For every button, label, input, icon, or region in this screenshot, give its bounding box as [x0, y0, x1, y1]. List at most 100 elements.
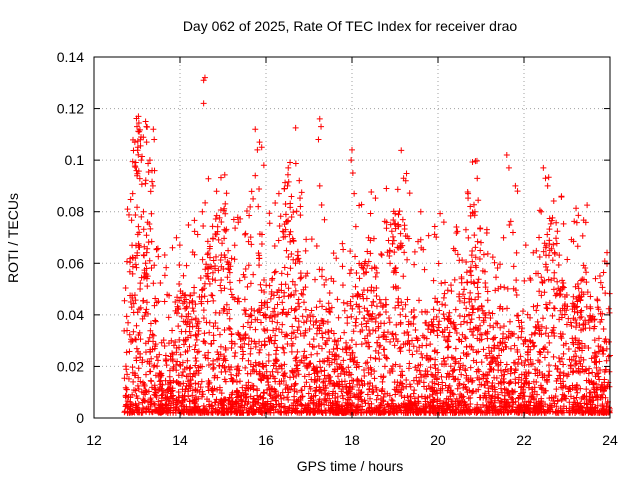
data-point [477, 394, 484, 401]
data-point [469, 209, 476, 216]
data-point [129, 158, 136, 165]
data-point [475, 326, 482, 333]
data-point [151, 262, 158, 269]
data-point [524, 356, 531, 363]
data-point [174, 358, 181, 365]
data-point [413, 348, 420, 355]
data-point [412, 409, 419, 416]
data-point [513, 277, 520, 284]
data-point [579, 232, 586, 239]
data-point [335, 353, 342, 360]
data-point [143, 388, 150, 395]
data-point [348, 266, 355, 273]
data-point [141, 252, 148, 259]
data-point [570, 401, 577, 408]
data-point [326, 409, 333, 416]
data-point [137, 378, 144, 385]
data-point [252, 172, 259, 179]
data-point [134, 138, 141, 145]
data-point [216, 362, 223, 369]
data-point [512, 359, 519, 366]
data-point [575, 212, 582, 219]
x-tick-label: 12 [86, 432, 102, 448]
data-point [414, 337, 421, 344]
data-point [468, 272, 475, 279]
data-point [401, 222, 408, 229]
data-point [470, 332, 477, 339]
data-point [453, 223, 460, 230]
data-point [583, 386, 590, 393]
data-point [281, 403, 288, 410]
data-point [236, 332, 243, 339]
data-point [331, 382, 338, 389]
data-point [348, 337, 355, 344]
data-point [345, 364, 352, 371]
data-point [353, 377, 360, 384]
data-point [204, 383, 211, 390]
data-point [146, 157, 153, 164]
data-point [148, 398, 155, 405]
data-point [282, 281, 289, 288]
data-point [305, 390, 312, 397]
data-point [200, 77, 207, 84]
data-point [482, 382, 489, 389]
data-point [192, 372, 199, 379]
data-point [575, 285, 582, 292]
data-point [597, 310, 604, 317]
data-point [233, 372, 240, 379]
data-point [555, 285, 562, 292]
data-point [424, 368, 431, 375]
data-point [265, 351, 272, 358]
data-point [365, 234, 372, 241]
data-point [445, 343, 452, 350]
data-point [554, 409, 561, 416]
data-point [367, 250, 374, 257]
data-point [303, 409, 310, 416]
data-point [491, 393, 498, 400]
data-point [403, 170, 410, 177]
data-point [554, 375, 561, 382]
data-point [365, 258, 372, 265]
data-point [394, 338, 401, 345]
data-point [527, 314, 534, 321]
data-point [404, 328, 411, 335]
data-point [462, 383, 469, 390]
data-point [541, 409, 548, 416]
data-point [577, 296, 584, 303]
data-point [140, 397, 147, 404]
data-point [191, 217, 198, 224]
data-point [326, 395, 333, 402]
data-point [313, 387, 320, 394]
data-point [188, 407, 195, 414]
data-point [228, 331, 235, 338]
data-point [204, 396, 211, 403]
data-point [350, 328, 357, 335]
data-point [549, 257, 556, 264]
data-point [398, 147, 405, 154]
data-point [270, 362, 277, 369]
data-point [371, 264, 378, 271]
data-point [525, 384, 532, 391]
data-point [292, 315, 299, 322]
data-point [479, 401, 486, 408]
data-point [217, 343, 224, 350]
data-point [491, 399, 498, 406]
data-point [456, 380, 463, 387]
data-point [570, 293, 577, 300]
data-point [485, 344, 492, 351]
data-point [490, 402, 497, 409]
data-point [151, 362, 158, 369]
data-point [327, 308, 334, 315]
data-point [542, 344, 549, 351]
data-point [455, 401, 462, 408]
data-point [175, 306, 182, 313]
data-point [474, 409, 481, 416]
data-point [411, 395, 418, 402]
data-point [552, 362, 559, 369]
data-point [256, 252, 263, 259]
data-point [512, 380, 519, 387]
data-point [248, 188, 255, 195]
data-point [340, 365, 347, 372]
data-point [472, 244, 479, 251]
